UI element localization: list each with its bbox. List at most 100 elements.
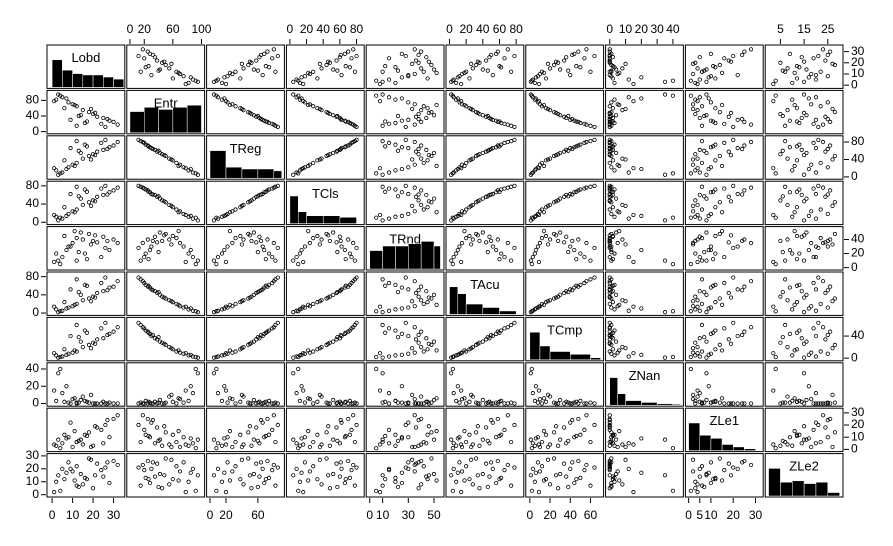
point	[399, 213, 404, 218]
point	[728, 199, 734, 204]
point	[783, 69, 788, 74]
histogram-bar	[529, 331, 541, 361]
point	[543, 399, 549, 404]
point	[617, 478, 622, 483]
point	[539, 69, 545, 74]
point	[480, 67, 485, 72]
x-tick-label: 40	[317, 22, 331, 36]
panel-frame	[126, 89, 206, 135]
point	[735, 72, 740, 78]
point	[818, 236, 823, 241]
point	[794, 106, 800, 111]
point	[403, 401, 408, 406]
point	[570, 238, 575, 244]
point	[160, 443, 165, 448]
point	[713, 106, 718, 111]
point	[162, 295, 167, 300]
point	[386, 391, 392, 396]
point	[785, 66, 790, 71]
point	[170, 399, 175, 404]
panel-frame	[684, 362, 764, 407]
point	[434, 302, 439, 307]
point	[247, 295, 252, 300]
point	[354, 465, 359, 470]
point	[530, 391, 535, 396]
point	[697, 354, 702, 359]
point	[88, 392, 94, 397]
point	[136, 320, 141, 325]
point	[607, 468, 612, 473]
point	[150, 460, 155, 465]
point	[338, 288, 343, 293]
point	[275, 401, 280, 406]
point	[615, 444, 620, 450]
point	[421, 160, 426, 166]
point	[554, 401, 559, 406]
point	[222, 247, 227, 253]
point	[60, 441, 65, 446]
point	[545, 299, 551, 304]
point	[294, 466, 299, 471]
point	[823, 149, 828, 154]
point	[160, 60, 165, 65]
point	[697, 77, 702, 82]
point	[342, 51, 347, 56]
point	[584, 401, 589, 406]
point	[354, 320, 359, 325]
x-tick-label: 30	[402, 508, 416, 522]
point	[502, 186, 507, 191]
point	[193, 354, 198, 360]
point	[72, 229, 77, 234]
point	[393, 187, 398, 192]
point	[223, 388, 229, 393]
point	[495, 416, 500, 422]
point	[105, 288, 110, 293]
point	[787, 400, 792, 405]
point	[335, 335, 340, 340]
point	[386, 77, 392, 82]
y-tick-label: 10	[851, 66, 865, 80]
point	[162, 424, 167, 429]
point	[582, 56, 587, 61]
point	[547, 66, 553, 71]
point	[631, 490, 636, 495]
point	[462, 102, 467, 108]
point	[536, 388, 542, 393]
point	[176, 348, 181, 353]
point	[352, 483, 357, 488]
point	[403, 320, 408, 325]
point	[239, 61, 245, 67]
point	[95, 461, 100, 466]
point	[626, 308, 631, 313]
point	[155, 240, 160, 245]
point	[82, 432, 87, 437]
histogram-bar	[768, 468, 781, 497]
point	[740, 146, 745, 152]
point	[76, 335, 81, 340]
variable-label: TRnd	[389, 232, 421, 247]
point	[183, 442, 188, 447]
point	[149, 72, 154, 78]
point	[801, 424, 807, 429]
point	[275, 53, 280, 59]
point	[801, 258, 807, 263]
point	[296, 93, 301, 98]
point	[450, 488, 455, 493]
point	[794, 283, 800, 288]
point	[693, 80, 698, 86]
point	[239, 203, 245, 208]
point	[464, 401, 469, 406]
point	[419, 119, 424, 124]
point	[713, 300, 718, 305]
point	[88, 346, 94, 351]
point	[326, 473, 331, 478]
point	[613, 471, 619, 477]
point	[150, 52, 155, 58]
point	[399, 75, 404, 80]
point	[607, 160, 612, 166]
point	[564, 55, 569, 60]
point	[315, 106, 320, 111]
panel-frame	[365, 453, 445, 498]
point	[169, 157, 174, 162]
point	[160, 340, 165, 345]
